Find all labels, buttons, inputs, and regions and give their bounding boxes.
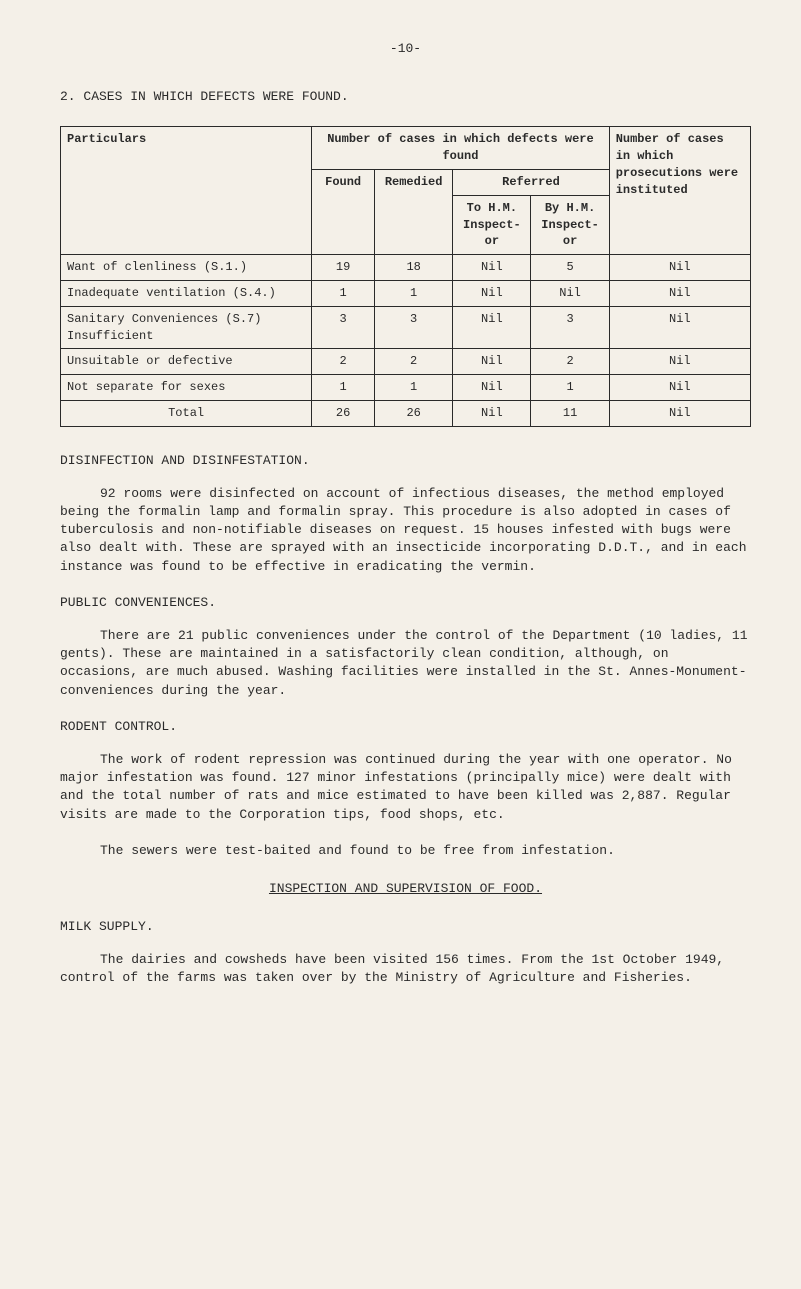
cell-found: 2 bbox=[312, 349, 375, 375]
th-by-hm-text: By H.M. bbox=[545, 201, 595, 215]
cell-prosec: Nil bbox=[609, 349, 750, 375]
table-row: Sanitary Conveniences (S.7) Insufficient… bbox=[61, 306, 751, 349]
cell-found: 3 bbox=[312, 306, 375, 349]
defects-table: Particulars Number of cases in which def… bbox=[60, 126, 751, 426]
cell-by-hm: 3 bbox=[531, 306, 609, 349]
public-conveniences-heading: PUBLIC CONVENIENCES. bbox=[60, 594, 751, 612]
th-inspector2-text: Inspect-or bbox=[541, 218, 599, 249]
th-number-defects: Number of cases in which defects were fo… bbox=[312, 127, 609, 170]
cell-total-remedied: 26 bbox=[375, 400, 453, 426]
cell-prosec: Nil bbox=[609, 255, 750, 281]
disinfection-heading: DISINFECTION AND DISINFESTATION. bbox=[60, 452, 751, 470]
th-remedied: Remedied bbox=[375, 169, 453, 254]
cell-total-label: Total bbox=[61, 400, 312, 426]
cell-by-hm: 5 bbox=[531, 255, 609, 281]
cell-remedied: 1 bbox=[375, 375, 453, 401]
th-to-hm: To H.M. Inspect-or bbox=[453, 195, 531, 254]
inspection-heading-text: INSPECTION AND SUPERVISION OF FOOD. bbox=[269, 881, 542, 896]
cell-remedied: 3 bbox=[375, 306, 453, 349]
rodent-paragraph-1: The work of rodent repression was contin… bbox=[60, 751, 751, 824]
rodent-control-heading: RODENT CONTROL. bbox=[60, 718, 751, 736]
cell-remedied: 18 bbox=[375, 255, 453, 281]
table-row: Inadequate ventilation (S.4.) 1 1 Nil Ni… bbox=[61, 280, 751, 306]
th-inspector-text: Inspect-or bbox=[463, 218, 521, 249]
th-prosecutions: Number of cases in which prosecutions we… bbox=[609, 127, 750, 255]
cell-by-hm: 2 bbox=[531, 349, 609, 375]
cell-prosec: Nil bbox=[609, 280, 750, 306]
th-referred: Referred bbox=[453, 169, 609, 195]
rodent-paragraph-2: The sewers were test-baited and found to… bbox=[60, 842, 751, 860]
cell-to-hm: Nil bbox=[453, 306, 531, 349]
cell-particulars: Unsuitable or defective bbox=[61, 349, 312, 375]
cell-to-hm: Nil bbox=[453, 280, 531, 306]
cell-to-hm: Nil bbox=[453, 375, 531, 401]
cell-particulars: Not separate for sexes bbox=[61, 375, 312, 401]
cell-total-found: 26 bbox=[312, 400, 375, 426]
public-conveniences-paragraph: There are 21 public conveniences under t… bbox=[60, 627, 751, 700]
cell-found: 1 bbox=[312, 375, 375, 401]
table-row: Want of clenliness (S.1.) 19 18 Nil 5 Ni… bbox=[61, 255, 751, 281]
th-by-hm: By H.M. Inspect-or bbox=[531, 195, 609, 254]
milk-paragraph: The dairies and cowsheds have been visit… bbox=[60, 951, 751, 987]
cell-to-hm: Nil bbox=[453, 255, 531, 281]
cell-total-prosec: Nil bbox=[609, 400, 750, 426]
cell-to-hm: Nil bbox=[453, 349, 531, 375]
cell-total-by-hm: 11 bbox=[531, 400, 609, 426]
milk-supply-heading: MILK SUPPLY. bbox=[60, 918, 751, 936]
th-found: Found bbox=[312, 169, 375, 254]
cell-total-to-hm: Nil bbox=[453, 400, 531, 426]
th-to-hm-text: To H.M. bbox=[467, 201, 517, 215]
cell-found: 1 bbox=[312, 280, 375, 306]
cell-remedied: 1 bbox=[375, 280, 453, 306]
cell-by-hm: 1 bbox=[531, 375, 609, 401]
section-heading-cases: 2. CASES IN WHICH DEFECTS WERE FOUND. bbox=[60, 88, 751, 106]
table-row: Not separate for sexes 1 1 Nil 1 Nil bbox=[61, 375, 751, 401]
page-number: -10- bbox=[60, 40, 751, 58]
disinfection-paragraph: 92 rooms were disinfected on account of … bbox=[60, 485, 751, 576]
cell-particulars: Sanitary Conveniences (S.7) Insufficient bbox=[61, 306, 312, 349]
cell-found: 19 bbox=[312, 255, 375, 281]
cell-particulars: Inadequate ventilation (S.4.) bbox=[61, 280, 312, 306]
th-particulars: Particulars bbox=[61, 127, 312, 255]
cell-particulars: Want of clenliness (S.1.) bbox=[61, 255, 312, 281]
cell-prosec: Nil bbox=[609, 306, 750, 349]
cell-by-hm: Nil bbox=[531, 280, 609, 306]
cell-remedied: 2 bbox=[375, 349, 453, 375]
inspection-heading: INSPECTION AND SUPERVISION OF FOOD. bbox=[60, 880, 751, 898]
table-row-total: Total 26 26 Nil 11 Nil bbox=[61, 400, 751, 426]
cell-prosec: Nil bbox=[609, 375, 750, 401]
table-row: Unsuitable or defective 2 2 Nil 2 Nil bbox=[61, 349, 751, 375]
